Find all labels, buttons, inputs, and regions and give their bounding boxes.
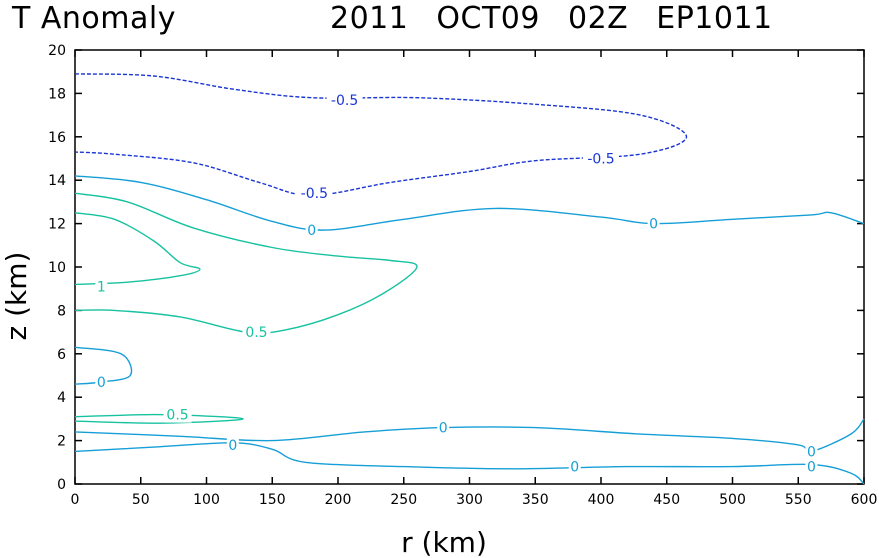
x-tick-label: 400 bbox=[588, 492, 615, 508]
title-date-storm: 2011 OCT09 02Z EP1011 bbox=[330, 1, 773, 36]
contour-line bbox=[74, 192, 418, 334]
contour-label-bg bbox=[226, 436, 239, 453]
contour-label: 0 bbox=[307, 223, 316, 239]
contour-label-bg bbox=[583, 150, 619, 167]
contour-label-bg bbox=[647, 215, 660, 232]
contour-lines bbox=[74, 73, 865, 485]
x-tick-label: 450 bbox=[653, 492, 680, 508]
x-tick-label: 150 bbox=[259, 492, 286, 508]
contour-label: 0 bbox=[439, 421, 448, 437]
contour-label: -0.5 bbox=[331, 93, 358, 109]
x-tick-label: 550 bbox=[785, 492, 812, 508]
contour-label-bg bbox=[805, 443, 818, 460]
x-axis-label: r (km) bbox=[401, 526, 487, 558]
x-tick-label: 0 bbox=[71, 492, 80, 508]
contour-label: 0.5 bbox=[245, 325, 267, 341]
y-tick-label: 18 bbox=[48, 86, 66, 102]
chart-title: T Anomaly 2011 OCT09 02Z EP1011 bbox=[12, 0, 879, 38]
y-tick-label: 10 bbox=[48, 260, 66, 276]
contour-label-bg bbox=[95, 278, 108, 295]
contour-line bbox=[74, 212, 201, 286]
contour-label-bg bbox=[326, 91, 363, 108]
contour-label-bg bbox=[242, 324, 271, 341]
contour-label: 0 bbox=[570, 460, 579, 476]
contour-label: -0.5 bbox=[587, 152, 614, 168]
x-tick-label: 100 bbox=[193, 492, 220, 508]
y-tick-label: 0 bbox=[57, 477, 66, 493]
contour-label: -0.5 bbox=[301, 186, 328, 202]
y-tick-label: 2 bbox=[57, 434, 66, 450]
contour-label: 1 bbox=[97, 280, 106, 296]
contour-label: 0 bbox=[807, 460, 816, 476]
contour-label-bg bbox=[568, 458, 581, 475]
contour-line bbox=[74, 418, 865, 453]
contour-label: 0 bbox=[97, 375, 106, 391]
contour-label-bg bbox=[305, 222, 318, 239]
y-tick-label: 20 bbox=[48, 43, 66, 59]
x-tick-label: 200 bbox=[325, 492, 352, 508]
contour-line bbox=[74, 73, 688, 197]
title-variable: T Anomaly bbox=[12, 1, 176, 36]
y-axis-label: z (km) bbox=[0, 252, 33, 341]
contour-label-bg bbox=[163, 406, 192, 423]
contour-label-bg bbox=[805, 458, 818, 475]
contour-label: 0 bbox=[649, 217, 658, 233]
y-tick-label: 4 bbox=[57, 390, 66, 406]
contour-label: 0 bbox=[807, 444, 816, 460]
y-tick-label: 8 bbox=[57, 303, 66, 319]
y-tick-label: 16 bbox=[48, 130, 66, 146]
chart-axes: 0 50 100 150 200 250 300 350 400 450 500 550 6000246… bbox=[48, 43, 877, 508]
x-tick-label: 300 bbox=[456, 492, 483, 508]
contour-label-bg bbox=[437, 419, 450, 436]
contour-line bbox=[74, 346, 133, 385]
x-tick-label: 600 bbox=[851, 492, 878, 508]
x-tick-label: 350 bbox=[522, 492, 549, 508]
x-tick-label: 50 bbox=[132, 492, 150, 508]
contour-label-bg bbox=[296, 185, 333, 202]
y-tick-label: 6 bbox=[57, 347, 66, 363]
contour-label-bg bbox=[95, 374, 108, 391]
contour-label: 0 bbox=[228, 438, 237, 454]
y-tick-label: 12 bbox=[48, 217, 66, 233]
contour-label: 0.5 bbox=[166, 408, 188, 424]
contour-line bbox=[74, 413, 245, 424]
contour-line bbox=[74, 175, 865, 231]
x-tick-label: 500 bbox=[719, 492, 746, 508]
y-tick-label: 14 bbox=[48, 173, 66, 189]
x-tick-label: 250 bbox=[390, 492, 417, 508]
